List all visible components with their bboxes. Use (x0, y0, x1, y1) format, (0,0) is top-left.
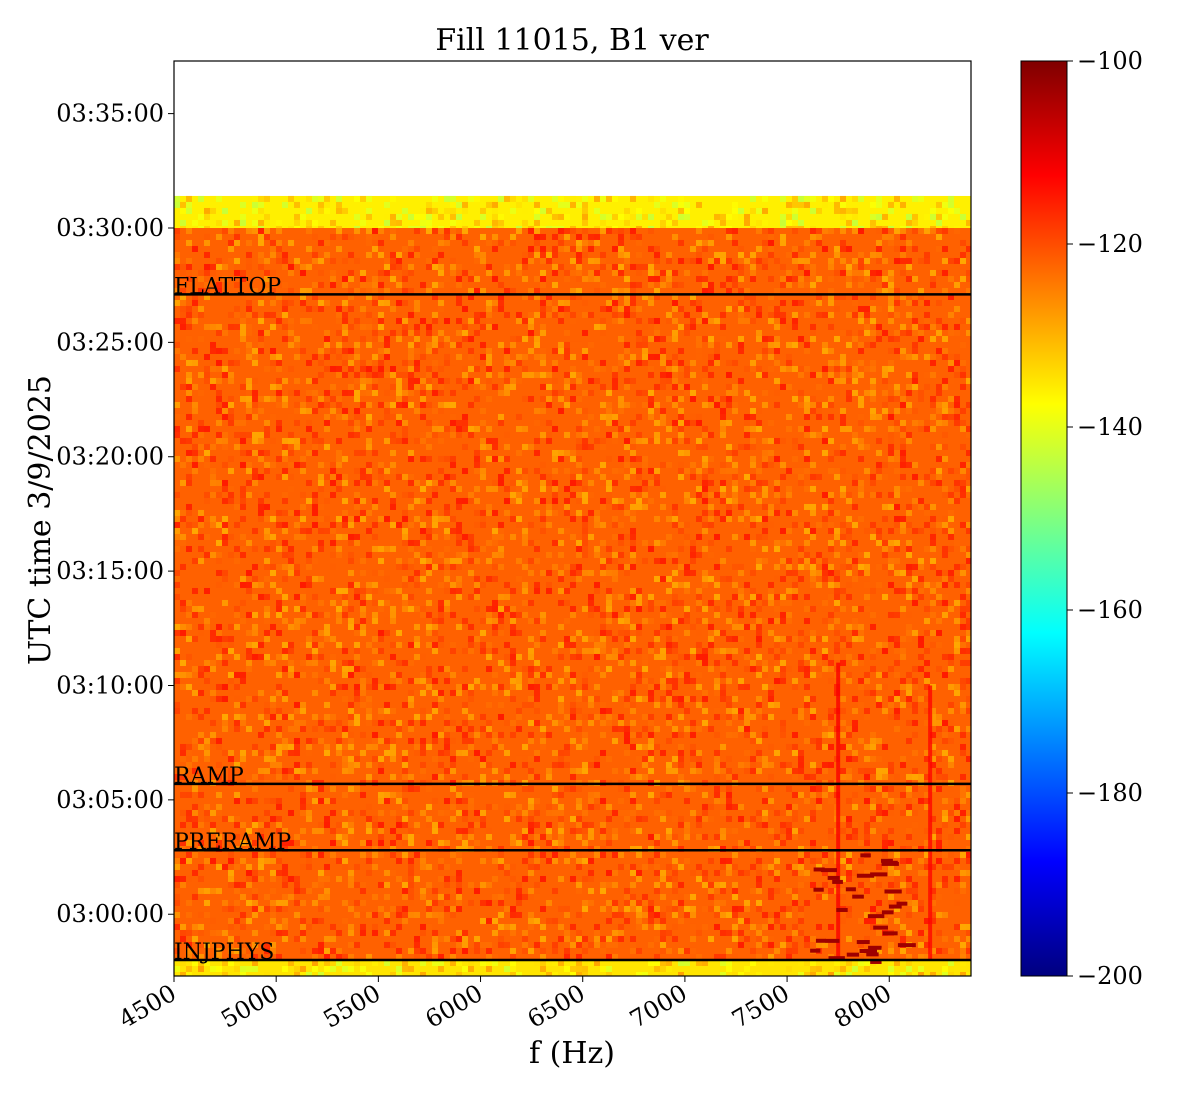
x-tick-label: 7000 (625, 979, 692, 1034)
marker-label-ramp: RAMP (174, 764, 244, 789)
colorbar-tick-label: −200 (1077, 962, 1143, 990)
y-tick-label: 03:20:00 (56, 443, 164, 471)
y-tick-label: 03:05:00 (56, 786, 164, 814)
colorbar-tick-label: −120 (1077, 230, 1143, 258)
x-tick-label: 6500 (523, 979, 590, 1034)
spot (846, 887, 856, 891)
spot (897, 902, 908, 906)
spot (882, 910, 894, 914)
spot (860, 853, 870, 857)
spot (857, 940, 870, 944)
heatmap-region-2 (174, 196, 972, 228)
spot (868, 946, 882, 950)
colorbar-tick-label: −160 (1077, 596, 1143, 624)
spot (873, 926, 888, 930)
y-tick-label: 03:00:00 (56, 900, 164, 928)
spot (870, 872, 887, 876)
spot (883, 931, 898, 935)
spot (813, 888, 823, 892)
colorbar-tick-label: −140 (1077, 413, 1143, 441)
spot (814, 867, 825, 871)
spot (898, 943, 916, 947)
colorbar-axis: −100 −120 −140 −160 −180 −200 (1067, 47, 1143, 990)
chart-title: Fill 11015, B1 ver (435, 23, 709, 58)
y-tick-label: 03:15:00 (56, 557, 164, 585)
spot (847, 953, 859, 957)
spot (882, 862, 899, 866)
y-tick-label: 03:25:00 (56, 328, 164, 356)
colorbar-tick-label: −100 (1077, 47, 1143, 75)
x-tick-label: 4500 (114, 979, 181, 1034)
y-axis: 03:00:00 03:05:00 03:10:00 03:15:00 03:20:00… (56, 100, 174, 929)
marker-label-flattop: FLATTOP (174, 274, 281, 299)
spot (810, 949, 820, 953)
y-axis-label: UTC time 3/9/2025 (23, 375, 58, 665)
x-tick-label: 5000 (216, 979, 283, 1034)
x-tick-label: 7500 (727, 979, 794, 1034)
marker-label-preramp: PRERAMP (174, 830, 291, 855)
x-axis: 4500 5000 5500 6000 6500 7000 7500 8000 (114, 976, 896, 1034)
spot (836, 908, 847, 912)
spot (884, 889, 901, 893)
x-axis-label: f (Hz) (529, 1036, 615, 1071)
spot (816, 939, 826, 943)
spot (825, 939, 839, 943)
colorbar-tick-label: −180 (1077, 779, 1143, 807)
spot (852, 895, 864, 899)
spot (828, 876, 840, 880)
colorbar (1021, 61, 1067, 976)
marker-label-injphys: INJPHYS (174, 940, 274, 965)
heatmap-region-0 (174, 960, 972, 976)
y-tick-label: 03:30:00 (56, 214, 164, 242)
heatmap-layer (174, 196, 972, 976)
x-tick-label: 8000 (829, 979, 896, 1034)
y-tick-label: 03:35:00 (56, 100, 164, 128)
x-tick-label: 6000 (421, 979, 488, 1034)
x-tick-label: 5500 (318, 979, 385, 1034)
spot (868, 914, 884, 918)
spot (832, 880, 843, 884)
y-tick-label: 03:10:00 (56, 671, 164, 699)
